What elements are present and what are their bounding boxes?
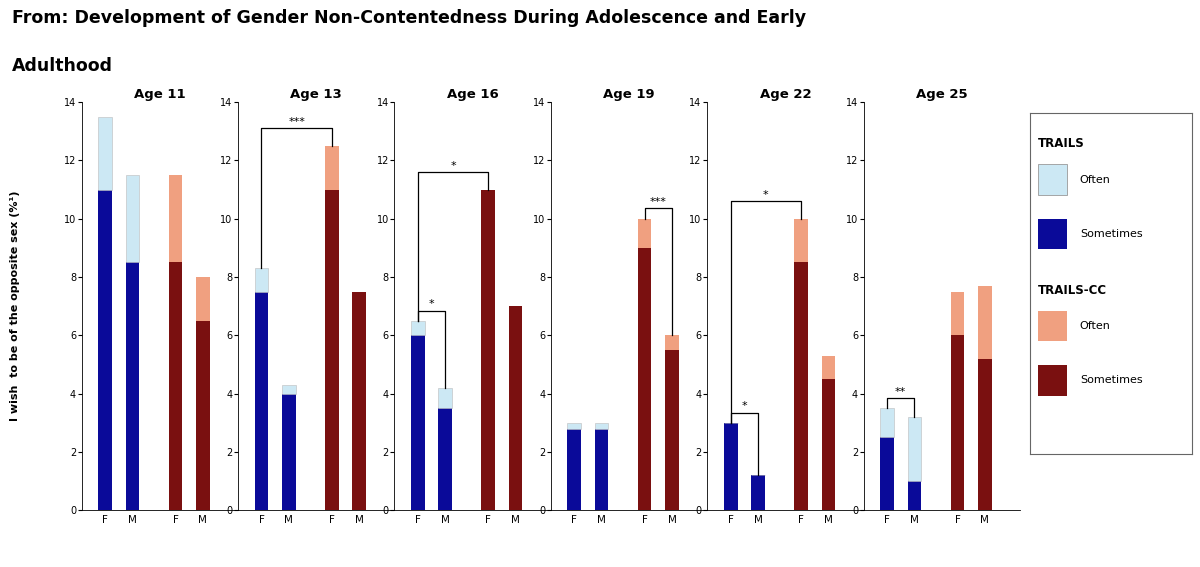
Text: Sometimes: Sometimes (1080, 229, 1142, 239)
Bar (325, 146, 338, 189)
Bar (282, 385, 295, 393)
Text: Adulthood: Adulthood (12, 57, 113, 75)
Title: Age 22: Age 22 (760, 88, 811, 101)
Title: Age 16: Age 16 (446, 88, 498, 101)
Bar (1038, 311, 1067, 341)
Bar (1038, 164, 1067, 195)
Bar (509, 306, 522, 510)
Bar (1038, 219, 1067, 249)
Bar (794, 263, 808, 510)
Bar (822, 379, 835, 510)
Bar (595, 429, 608, 510)
Bar (98, 117, 112, 189)
Text: Often: Often (1080, 321, 1111, 331)
Bar (978, 359, 991, 510)
Bar (568, 423, 581, 429)
Text: *: * (428, 299, 434, 309)
Bar (724, 423, 738, 510)
Bar (1038, 365, 1067, 396)
Title: Age 25: Age 25 (916, 88, 967, 101)
Title: Age 19: Age 19 (604, 88, 655, 101)
Bar (282, 393, 295, 510)
Bar (438, 408, 452, 510)
Bar (907, 481, 922, 510)
Bar (438, 388, 452, 408)
Bar (353, 291, 366, 510)
Text: Often: Often (1080, 175, 1111, 185)
Bar (637, 248, 652, 510)
Text: TRAILS: TRAILS (1038, 137, 1085, 150)
Bar (254, 291, 269, 510)
Bar (881, 437, 894, 510)
Bar (98, 189, 112, 510)
Bar (978, 286, 991, 359)
Bar (907, 417, 922, 481)
Text: ***: *** (288, 117, 305, 127)
Bar (794, 219, 808, 263)
Bar (325, 189, 338, 510)
Bar (168, 175, 182, 263)
Bar (168, 263, 182, 510)
Bar (665, 350, 679, 510)
Bar (196, 277, 210, 321)
Bar (665, 335, 679, 350)
Bar (751, 475, 764, 510)
Text: *: * (450, 160, 456, 171)
Bar (412, 321, 425, 335)
Bar (412, 335, 425, 510)
Bar (254, 268, 269, 291)
Bar (196, 321, 210, 510)
Text: *: * (742, 401, 748, 411)
Text: From: Development of Gender Non-Contentedness During Adolescence and Early: From: Development of Gender Non-Contente… (12, 9, 806, 27)
Title: Age 11: Age 11 (134, 88, 186, 101)
Bar (568, 429, 581, 510)
Text: ***: *** (650, 197, 667, 207)
Bar (481, 189, 496, 510)
Bar (595, 423, 608, 429)
Bar (950, 291, 965, 335)
Text: *: * (763, 190, 769, 200)
Bar (950, 335, 965, 510)
Bar (822, 356, 835, 379)
Title: Age 13: Age 13 (290, 88, 342, 101)
Bar (881, 408, 894, 437)
Text: Sometimes: Sometimes (1080, 375, 1142, 386)
Bar (637, 219, 652, 248)
Bar (126, 263, 139, 510)
Text: I wish  to be of the opposite sex (%¹): I wish to be of the opposite sex (%¹) (10, 191, 19, 421)
Text: TRAILS-CC: TRAILS-CC (1038, 284, 1106, 297)
Text: **: ** (895, 387, 906, 396)
Bar (126, 175, 139, 263)
